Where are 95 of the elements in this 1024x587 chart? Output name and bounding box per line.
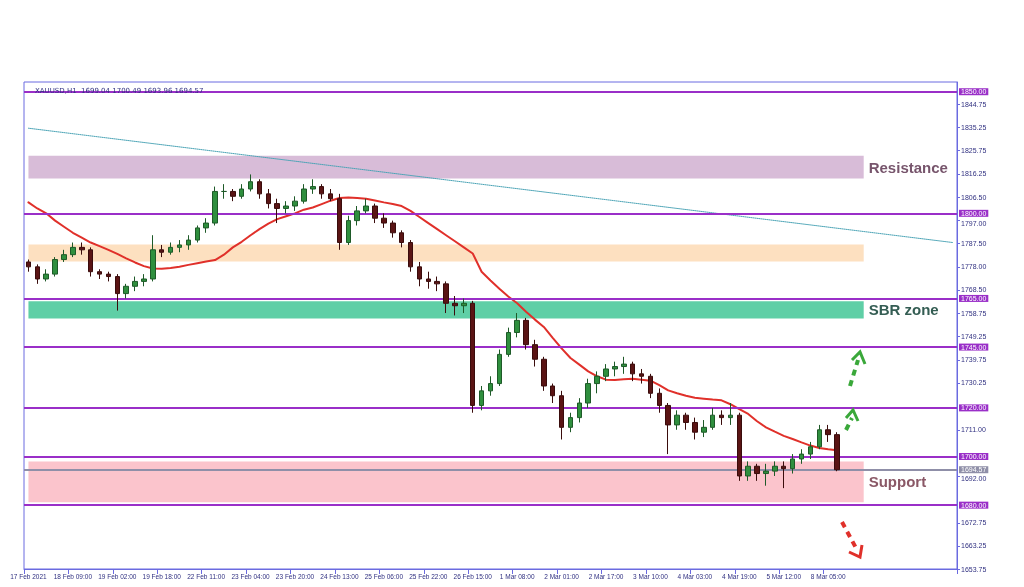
- candlestick: [266, 188, 271, 209]
- candlestick: [408, 239, 413, 273]
- candlestick: [594, 370, 600, 394]
- candlestick: [452, 295, 458, 316]
- candlestick: [461, 297, 467, 314]
- candlestick: [532, 339, 538, 368]
- candlestick: [799, 448, 804, 465]
- candlestick: [141, 273, 147, 287]
- candlestick: [737, 412, 742, 482]
- candlestick: [728, 402, 733, 426]
- candlestick: [301, 183, 307, 205]
- candlestick: [665, 402, 671, 455]
- candlestick: [488, 375, 493, 397]
- candlestick: [26, 259, 31, 273]
- candlestick: [754, 463, 760, 482]
- candlestick: [399, 229, 404, 248]
- candlestick: [203, 217, 209, 234]
- candlestick: [35, 263, 40, 285]
- candlestick: [763, 463, 769, 487]
- candlestick: [70, 242, 76, 258]
- candlestick: [621, 356, 627, 375]
- candlestick: [603, 363, 609, 382]
- candlestick: [541, 356, 547, 392]
- candlestick: [834, 431, 840, 472]
- candlestick: [585, 378, 591, 409]
- candlestick: [43, 268, 49, 282]
- band-label: Resistance: [868, 158, 948, 176]
- candlestick: [257, 178, 262, 200]
- band-label: SBR zone: [868, 301, 939, 319]
- candlestick: [186, 234, 191, 251]
- candlestick: [568, 412, 573, 433]
- candlestick: [115, 273, 120, 312]
- candlestick: [683, 412, 689, 431]
- candlestick: [132, 276, 138, 292]
- candlestick: [550, 383, 555, 404]
- candlestick: [506, 327, 511, 358]
- candlestick: [363, 198, 369, 214]
- candlestick: [781, 460, 786, 489]
- candlestick: [674, 409, 680, 431]
- candlestick: [417, 261, 422, 287]
- candlestick: [523, 317, 529, 351]
- candlestick: [657, 387, 662, 414]
- candlestick: [514, 312, 520, 338]
- candlestick: [701, 419, 707, 438]
- candlestick: [639, 368, 644, 385]
- candlestick: [612, 361, 618, 377]
- candlestick: [310, 178, 316, 195]
- candlestick: [354, 205, 360, 226]
- candlestick: [106, 271, 111, 282]
- band-label: Support: [868, 473, 927, 491]
- candlestick: [212, 186, 218, 226]
- candlestick: [274, 198, 280, 224]
- candlestick: [825, 424, 831, 443]
- candlestick: [159, 244, 164, 258]
- candlestick: [710, 407, 715, 431]
- candlestick: [97, 268, 102, 280]
- candlestick: [337, 193, 342, 251]
- candlestick: [177, 239, 182, 253]
- candlestick: [381, 212, 387, 229]
- candlestick: [283, 200, 289, 214]
- candlestick: [497, 349, 502, 387]
- candlestick: [648, 373, 653, 399]
- candlestick: [88, 246, 93, 278]
- candlestick: [390, 220, 396, 239]
- candlestick: [230, 188, 236, 202]
- candlestick: [123, 283, 129, 299]
- candlestick: [150, 234, 156, 282]
- candlestick: [79, 242, 85, 256]
- candlestick: [808, 441, 813, 460]
- candlestick: [692, 417, 698, 440]
- candlestick: [239, 183, 244, 200]
- candlestick: [443, 280, 449, 314]
- candlestick: [470, 300, 475, 414]
- candlestick: [372, 203, 378, 224]
- candlestick: [719, 409, 724, 426]
- candlestick: [434, 276, 440, 292]
- candlestick: [221, 183, 227, 200]
- candlestick: [319, 183, 324, 200]
- candlestick: [52, 256, 58, 278]
- candlestick: [61, 249, 67, 263]
- candlestick: [292, 195, 298, 212]
- candlestick: [577, 397, 582, 423]
- candlestick: [630, 361, 635, 382]
- candlestick: [346, 215, 351, 246]
- candlestick: [168, 242, 173, 256]
- candlestick: [790, 453, 795, 475]
- candlestick: [328, 188, 333, 202]
- candlestick: [426, 271, 431, 290]
- candlestick: [195, 224, 200, 244]
- candlestick: [559, 390, 564, 440]
- candlestick: [479, 385, 484, 411]
- candlestick: [772, 460, 778, 477]
- candlestick: [817, 424, 822, 450]
- candlestick: [745, 460, 751, 482]
- candlestick: [248, 173, 253, 192]
